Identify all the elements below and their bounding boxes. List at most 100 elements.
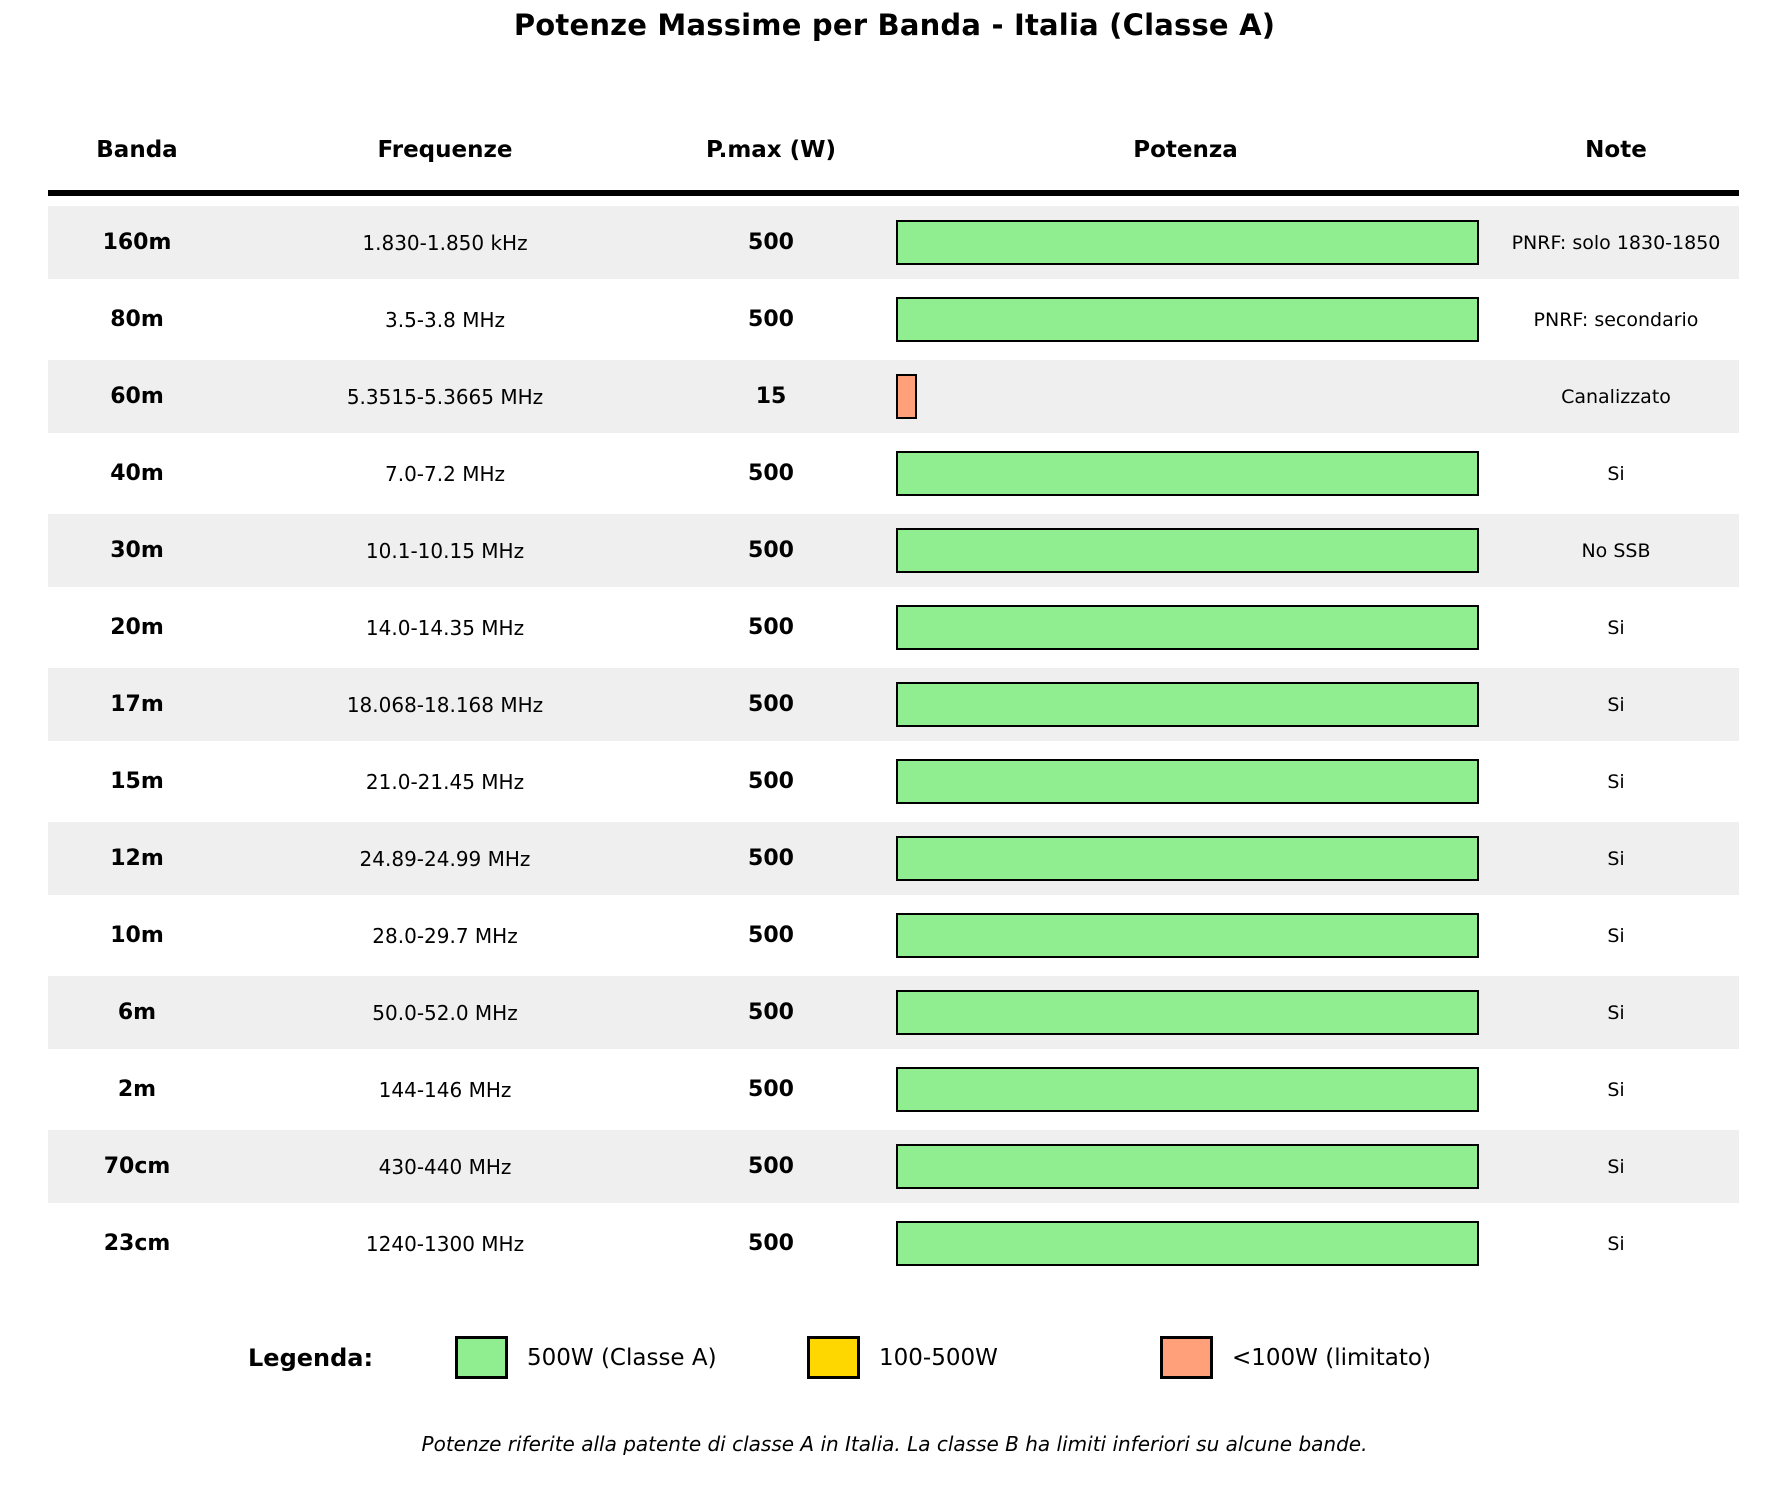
pmax-cell: 500	[748, 846, 794, 871]
pmax-cell: 500	[748, 1000, 794, 1025]
band-cell: 23cm	[103, 1231, 171, 1256]
note-cell: Si	[1607, 847, 1625, 870]
band-cell: 160m	[102, 230, 172, 255]
table-row: 15m 21.0-21.45 MHz 500 Si	[48, 745, 1739, 818]
column-header-frequenze: Frequenze	[377, 137, 513, 163]
pmax-cell: 500	[748, 923, 794, 948]
band-cell: 70cm	[103, 1154, 171, 1179]
table-row: 6m 50.0-52.0 MHz 500 Si	[48, 976, 1739, 1049]
frequency-cell: 1.830-1.850 kHz	[362, 230, 528, 255]
legend-item-classe-a: 500W (Classe A)	[455, 1336, 717, 1379]
band-cell: 80m	[110, 307, 164, 332]
column-header-banda: Banda	[96, 137, 178, 163]
legend-item-100-500w: 100-500W	[807, 1336, 998, 1379]
table-row: 23cm 1240-1300 MHz 500 Si	[48, 1207, 1739, 1280]
frequency-cell: 3.5-3.8 MHz	[385, 307, 505, 332]
note-cell: Si	[1607, 1155, 1625, 1178]
frequency-cell: 10.1-10.15 MHz	[365, 538, 525, 563]
frequency-cell: 14.0-14.35 MHz	[365, 615, 525, 640]
power-bar	[896, 528, 1479, 573]
power-bar	[896, 1144, 1479, 1189]
note-cell: Canalizzato	[1561, 385, 1671, 408]
band-cell: 20m	[110, 615, 164, 640]
column-header-pmax: P.max (W)	[705, 137, 837, 163]
frequency-cell: 430-440 MHz	[378, 1154, 512, 1179]
power-bar-cell	[878, 1144, 1493, 1189]
pmax-cell: 500	[748, 1231, 794, 1256]
frequency-cell: 1240-1300 MHz	[365, 1231, 525, 1256]
power-bar	[896, 759, 1479, 804]
power-bar	[896, 990, 1479, 1035]
table-row: 70cm 430-440 MHz 500 Si	[48, 1130, 1739, 1203]
legend-label: <100W (limitato)	[1232, 1344, 1431, 1371]
legend-swatch-salmon	[1160, 1336, 1213, 1379]
power-bar-cell	[878, 297, 1493, 342]
frequency-cell: 24.89-24.99 MHz	[359, 846, 531, 871]
note-cell: Si	[1607, 1078, 1625, 1101]
frequency-cell: 144-146 MHz	[378, 1077, 512, 1102]
header-divider-line	[48, 190, 1739, 196]
table-row: 40m 7.0-7.2 MHz 500 Si	[48, 437, 1739, 510]
frequency-cell: 18.068-18.168 MHz	[346, 692, 544, 717]
column-header-note: Note	[1585, 137, 1647, 163]
pmax-cell: 500	[748, 1077, 794, 1102]
table-row: 30m 10.1-10.15 MHz 500 No SSB	[48, 514, 1739, 587]
power-bar	[896, 1221, 1479, 1266]
pmax-cell: 500	[748, 692, 794, 717]
power-bar-cell	[878, 374, 1493, 419]
legend-title: Legenda:	[248, 1344, 374, 1372]
power-bar	[896, 913, 1479, 958]
table-row: 17m 18.068-18.168 MHz 500 Si	[48, 668, 1739, 741]
pmax-cell: 500	[748, 1154, 794, 1179]
power-bar-cell	[878, 682, 1493, 727]
power-bar	[896, 682, 1479, 727]
power-bar-cell	[878, 759, 1493, 804]
power-bar-cell	[878, 990, 1493, 1035]
note-cell: Si	[1607, 693, 1625, 716]
power-bar	[896, 220, 1479, 265]
band-cell: 60m	[110, 384, 164, 409]
legend-item-limitato: <100W (limitato)	[1160, 1336, 1431, 1379]
band-cell: 30m	[110, 538, 164, 563]
band-cell: 2m	[117, 1077, 157, 1102]
frequency-cell: 21.0-21.45 MHz	[365, 769, 525, 794]
power-bar-cell	[878, 1221, 1493, 1266]
table-row: 20m 14.0-14.35 MHz 500 Si	[48, 591, 1739, 664]
power-bar-cell	[878, 451, 1493, 496]
power-bar	[896, 451, 1479, 496]
pmax-cell: 500	[748, 461, 794, 486]
frequency-cell: 7.0-7.2 MHz	[385, 461, 505, 486]
legend-swatch-green	[455, 1336, 508, 1379]
note-cell: Si	[1607, 462, 1625, 485]
pmax-cell: 500	[748, 538, 794, 563]
frequency-cell: 28.0-29.7 MHz	[372, 923, 518, 948]
power-bar	[896, 836, 1479, 881]
pmax-cell: 500	[748, 230, 794, 255]
pmax-cell: 500	[748, 615, 794, 640]
power-bar-cell	[878, 220, 1493, 265]
power-bar-cell	[878, 605, 1493, 650]
band-cell: 6m	[117, 1000, 157, 1025]
bands-table: 160m 1.830-1.850 kHz 500 PNRF: solo 1830-18…	[48, 206, 1739, 1284]
page-title: Potenze Massime per Banda - Italia (Clas…	[513, 8, 1276, 42]
table-row: 160m 1.830-1.850 kHz 500 PNRF: solo 1830-18…	[48, 206, 1739, 279]
note-cell: Si	[1607, 1232, 1625, 1255]
power-bar	[896, 1067, 1479, 1112]
power-bar-cell	[878, 528, 1493, 573]
note-cell: Si	[1607, 616, 1625, 639]
power-bar-cell	[878, 836, 1493, 881]
footnote: Potenze riferite alla patente di classe …	[421, 1432, 1368, 1456]
note-cell: Si	[1607, 770, 1625, 793]
legend-label: 500W (Classe A)	[527, 1344, 717, 1371]
band-cell: 40m	[110, 461, 164, 486]
pmax-cell: 15	[755, 384, 787, 409]
table-row: 60m 5.3515-5.3665 MHz 15 Canalizzato	[48, 360, 1739, 433]
column-header-potenza: Potenza	[1133, 137, 1238, 163]
table-header-row: Banda Frequenze P.max (W) Potenza Note	[48, 118, 1739, 182]
table-row: 10m 28.0-29.7 MHz 500 Si	[48, 899, 1739, 972]
legend-label: 100-500W	[879, 1344, 998, 1371]
power-bar	[896, 374, 917, 419]
note-cell: Si	[1607, 1001, 1625, 1024]
note-cell: PNRF: solo 1830-1850	[1511, 231, 1721, 254]
power-bar	[896, 297, 1479, 342]
